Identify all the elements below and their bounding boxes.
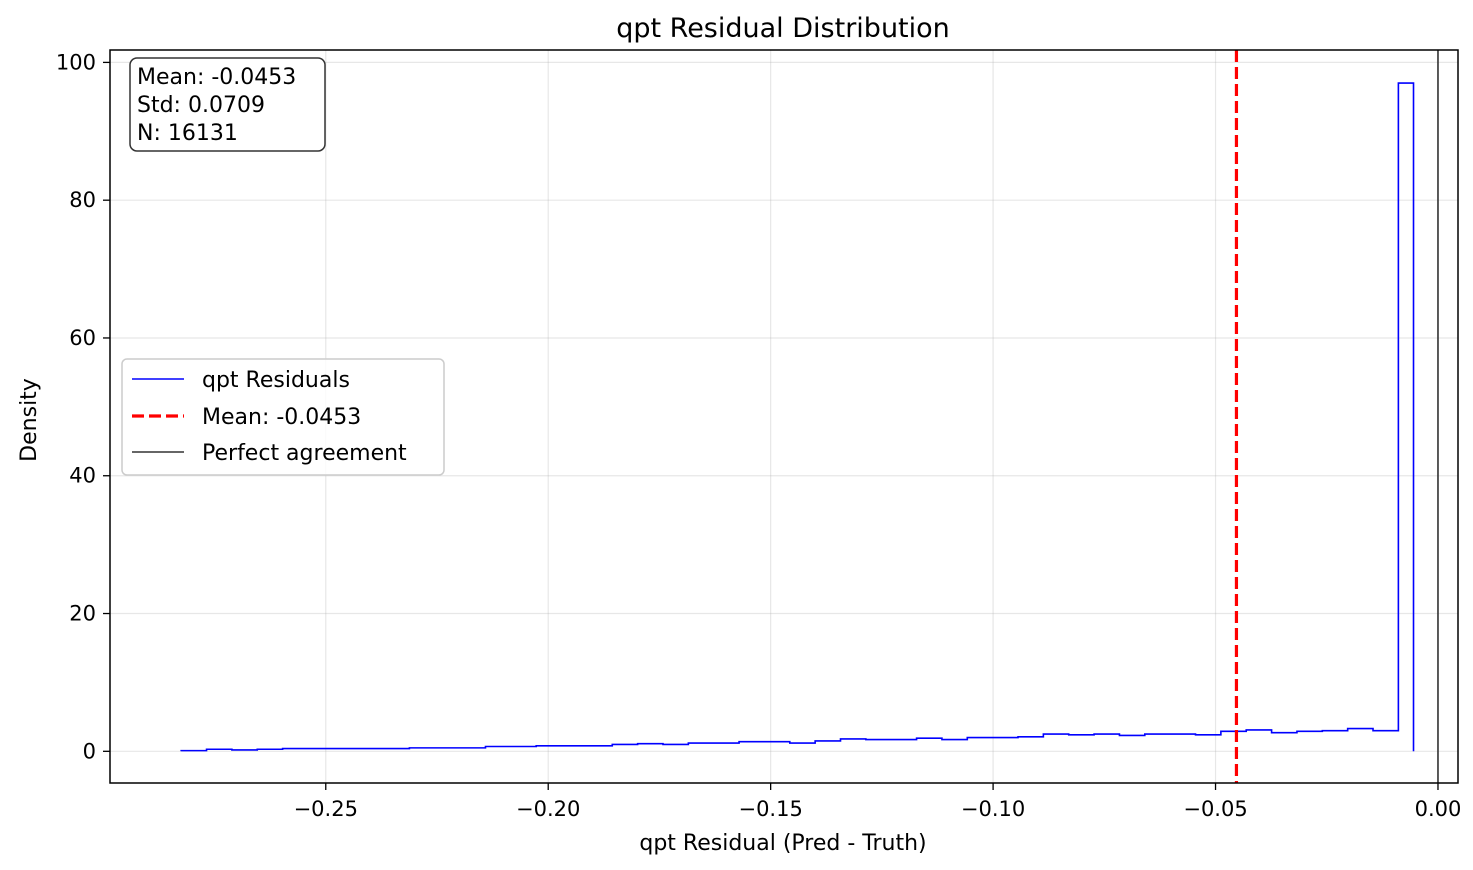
plot-area: [180, 50, 1439, 783]
stats-box: Mean: -0.0453 Std: 0.0709 N: 16131: [129, 57, 326, 152]
stats-mean: Mean: -0.0453: [137, 65, 296, 90]
y-axis-ticks: 0 20 40 60 80 100: [56, 50, 110, 763]
y-tick-label: 20: [69, 602, 96, 626]
y-tick-label: 0: [83, 739, 96, 763]
histogram-step-line: [180, 82, 1415, 752]
stats-std: Std: 0.0709: [137, 93, 265, 118]
y-tick-label: 60: [69, 326, 96, 350]
legend-label-perfect: Perfect agreement: [202, 441, 407, 466]
legend-label-residuals: qpt Residuals: [202, 368, 350, 393]
x-tick-label: −0.05: [1183, 797, 1247, 821]
chart-title: qpt Residual Distribution: [616, 13, 950, 44]
stats-box-frame: [129, 57, 326, 152]
y-tick-label: 80: [69, 188, 96, 212]
legend-label-mean: Mean: -0.0453: [202, 405, 361, 430]
chart-legend: qpt Residuals Mean: -0.0453 Perfect agre…: [121, 358, 445, 476]
x-tick-label: −0.15: [738, 797, 802, 821]
y-tick-label: 100: [56, 50, 96, 74]
x-tick-label: −0.10: [961, 797, 1025, 821]
x-axis-label: qpt Residual (Pred - Truth): [639, 831, 926, 856]
y-axis-label: Density: [17, 378, 42, 462]
x-tick-label: −0.25: [294, 797, 358, 821]
x-tick-label: 0.00: [1415, 797, 1462, 821]
legend-frame: [121, 358, 445, 476]
x-axis-ticks: −0.25 −0.20 −0.15 −0.10 −0.05 0.00: [294, 783, 1462, 821]
stats-count: N: 16131: [137, 121, 238, 146]
y-tick-label: 40: [69, 464, 96, 488]
axes-frame: [109, 49, 1459, 784]
x-tick-label: −0.20: [516, 797, 580, 821]
